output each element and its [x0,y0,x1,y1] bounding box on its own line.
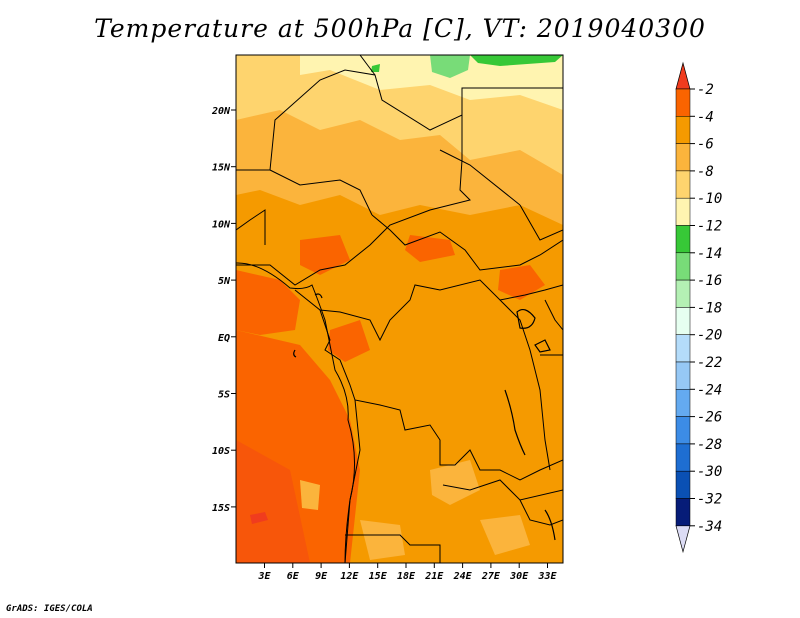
map-frame [235,54,564,564]
lon-tick-label: 18E [397,571,416,582]
lat-tick-label: 5S [218,390,230,401]
colorbar-swatch [675,225,691,254]
lat-tick-label: 20N [211,106,231,117]
lon-tick-label: 15E [369,571,388,582]
colorbar-label: -8 [697,164,714,180]
colorbar-label: -12 [697,219,722,235]
lon-tick-label: 33E [537,571,557,582]
colorbar-swatch [675,143,691,172]
colorbar-swatch [675,498,691,527]
colorbar-label: -20 [697,328,722,344]
colorbar-swatch [675,88,691,117]
colorbar-label: -18 [697,300,722,316]
lon-tick-label: 27E [481,571,501,582]
lon-tick-label: 9E [315,571,328,582]
colorbar-label: -26 [697,410,722,426]
colorbar-label: -10 [697,191,722,207]
country-borders [236,55,563,563]
lat-tick-label: EQ [218,333,230,344]
colorbar-swatch [675,416,691,445]
latitude-axis: 20N 15N 10N 5N EQ 5S 10S 15S [211,106,236,514]
colorbar-label: -24 [697,382,722,398]
colorbar-swatch [675,252,691,281]
colorbar-swatch [675,307,691,335]
lon-tick-label: 21E [424,571,444,582]
colorbar-label: -22 [697,355,722,371]
colorbar-swatch [675,197,691,226]
lon-tick-label: 6E [287,571,300,582]
colorbar-top-arrow [675,61,691,90]
colorbar-label: -34 [697,519,722,535]
colorbar-swatch [675,116,691,144]
colorbar-label: -4 [697,109,714,125]
map-title: Temperature at 500hPa [C], VT: 201904030… [94,14,706,43]
colorbar-label: -28 [697,437,722,453]
temperature-field [236,55,563,563]
lon-tick-label: 12E [340,571,359,582]
colorbar-label: -32 [697,492,722,508]
colorbar-swatch [675,443,691,472]
colorbar-swatch [675,470,691,499]
colorbar-label: -16 [697,273,722,289]
lon-tick-label: 3E [257,571,271,582]
lon-tick-label: 24E [453,571,473,582]
lakes [293,293,556,541]
colorbar-swatch [675,361,691,390]
colorbar-bottom-arrow [675,525,691,554]
lon-tick-label: 30E [509,571,529,582]
lat-tick-label: 15S [212,503,230,514]
colorbar-swatch [675,334,691,363]
longitude-axis: 3E 6E 9E 12E 15E 18E 21E 24E 27E 30E 33E [257,563,558,582]
colorbar: -2 -4 -6 -8 -10 -12 -14 -16 -18 -20 -22 -24 -26 -28 -3… [675,61,722,554]
lat-tick-label: 15N [212,163,231,174]
lat-tick-label: 5N [218,276,231,287]
colorbar-label: -2 [697,82,714,98]
colorbar-label: -30 [697,464,722,480]
lat-tick-label: 10N [212,219,231,230]
lat-tick-label: 10S [212,446,230,457]
colorbar-swatch [675,279,691,308]
colorbar-swatch [675,389,691,417]
colorbar-label: -6 [697,137,714,153]
colorbar-swatch [675,170,691,199]
colorbar-label: -14 [697,246,722,262]
grads-credit: GrADS: IGES/COLA [6,604,93,614]
